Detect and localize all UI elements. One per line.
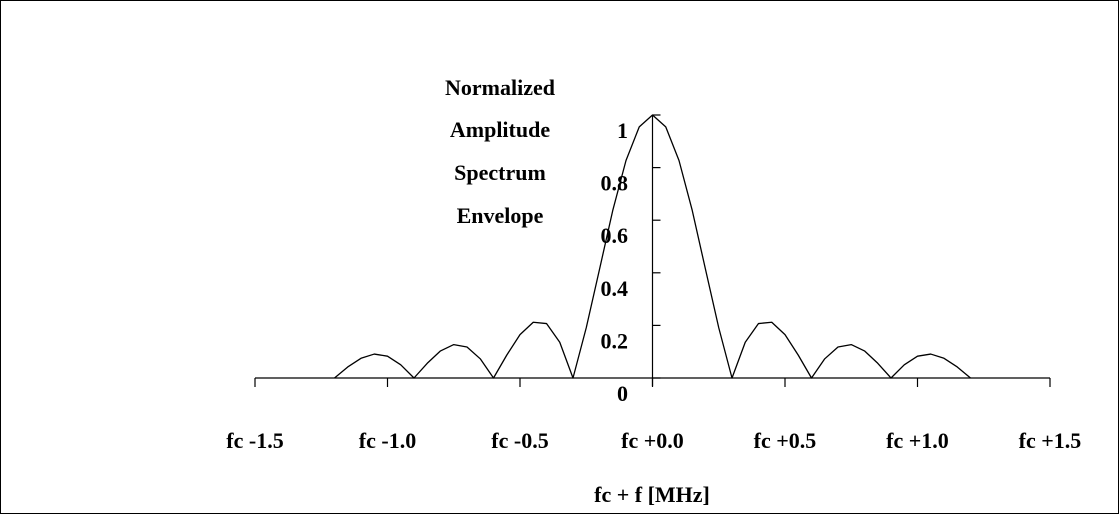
x-tick-label: fc +0.5 xyxy=(754,428,817,453)
y-tick-label: 0 xyxy=(617,381,628,406)
y-axis-title: Amplitude xyxy=(450,117,550,142)
y-tick-label: 1 xyxy=(617,118,628,143)
x-tick-label: fc +1.5 xyxy=(1019,428,1082,453)
x-tick-label: fc -1.5 xyxy=(226,428,283,453)
y-tick-label: 0.8 xyxy=(601,171,629,196)
y-axis-title: Envelope xyxy=(457,203,544,228)
x-tick-label: fc -1.0 xyxy=(359,428,416,453)
envelope-line xyxy=(334,114,971,379)
x-tick-label: fc +0.0 xyxy=(621,428,684,453)
y-tick-label: 0.4 xyxy=(601,276,629,301)
x-tick-label: fc +1.0 xyxy=(886,428,949,453)
y-axis-title: Normalized xyxy=(445,75,555,100)
y-axis-title: Spectrum xyxy=(454,160,546,185)
x-axis-title: fc + f [MHz] xyxy=(594,482,710,507)
x-tick-label: fc -0.5 xyxy=(491,428,548,453)
y-tick-label: 0.2 xyxy=(601,328,629,353)
